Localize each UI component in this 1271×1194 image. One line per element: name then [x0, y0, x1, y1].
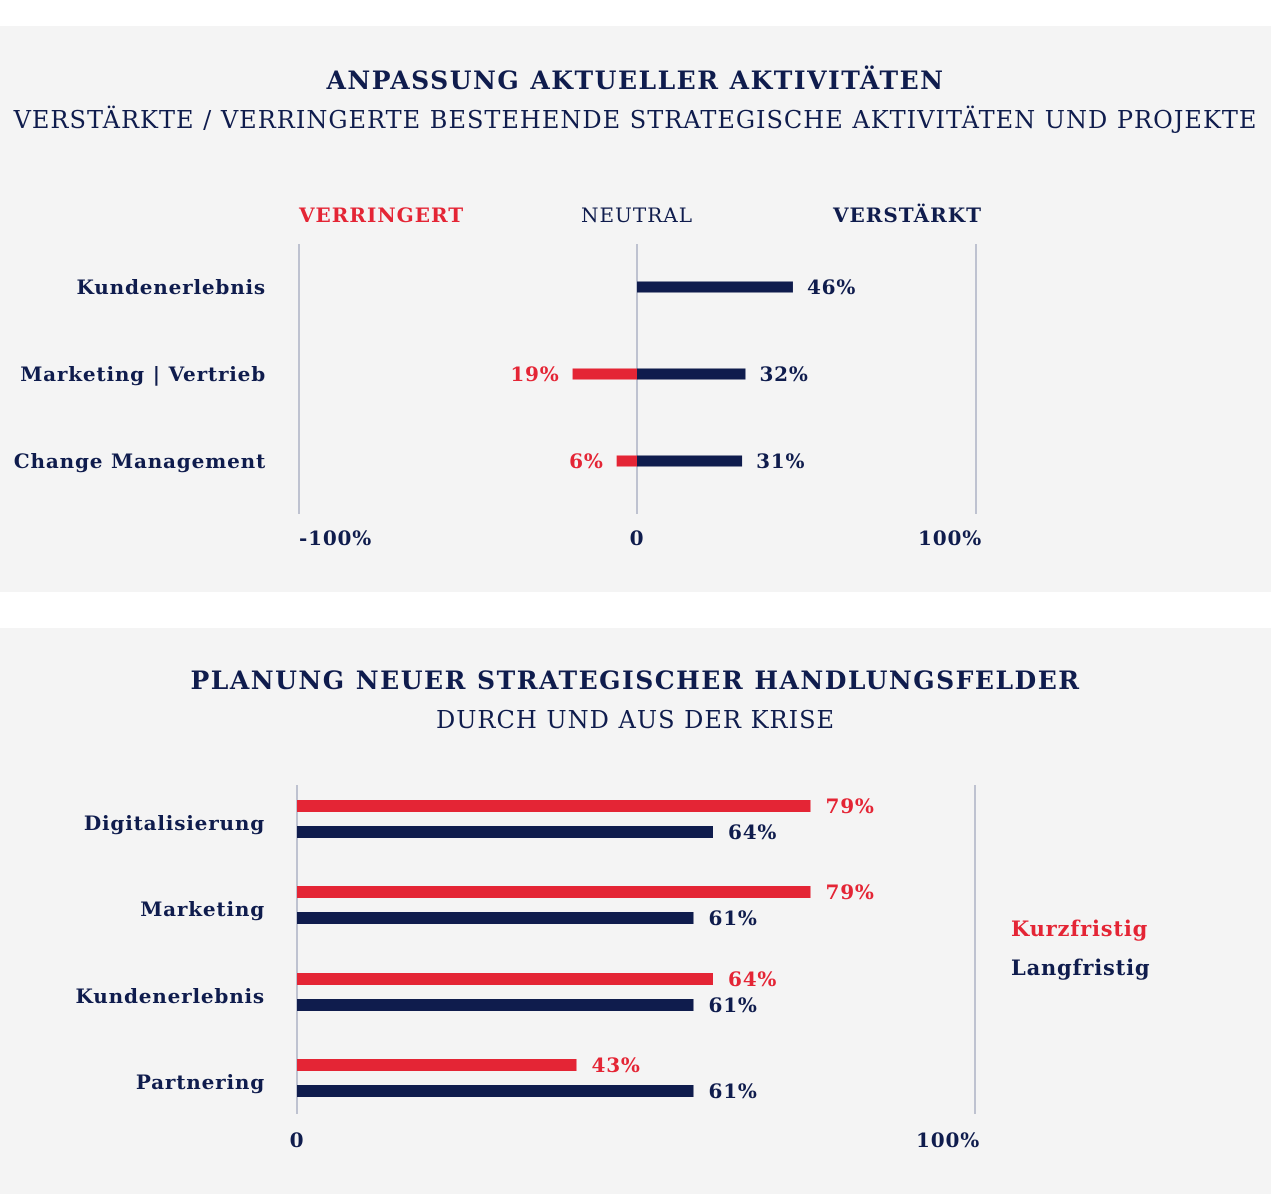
bar-decreased [616, 455, 637, 467]
chart-title: PLANUNG NEUER STRATEGISCHER HANDLUNGSFEL… [190, 666, 1081, 695]
data-label: 64% [728, 820, 777, 844]
data-label: 61% [709, 993, 758, 1017]
category-label: Kundenerlebnis [76, 984, 265, 1008]
bar-short-term [297, 800, 811, 812]
data-label-increased: 32% [759, 362, 808, 386]
bar-long-term [297, 912, 694, 924]
category-label: Change Management [14, 449, 266, 473]
chart-panel-planning: PLANUNG NEUER STRATEGISCHER HANDLUNGSFEL… [0, 628, 1271, 1194]
bar-increased [637, 368, 746, 380]
bar-decreased [572, 368, 637, 380]
data-label-decreased: 19% [510, 362, 559, 386]
chart-panel-adjustment: ANPASSUNG AKTUELLER AKTIVITÄTEN VERSTÄRK… [0, 26, 1271, 592]
tick-label: 0 [290, 1128, 305, 1152]
data-label: 64% [728, 967, 777, 991]
category-label: Marketing [140, 897, 265, 921]
bar-short-term [297, 973, 713, 985]
tick-label: 100% [918, 526, 982, 550]
category-label: Digitalisierung [84, 811, 265, 835]
diverging-bar-chart: VERRINGERT NEUTRAL VERSTÄRKT Kundenerlebnis… [14, 203, 982, 550]
grouped-bar-chart: Digitalisierung 79% 64% Marketing 79% 61% Kund… [76, 785, 1150, 1152]
data-label: 61% [709, 1079, 758, 1103]
bar-short-term [297, 886, 811, 898]
category-label: Marketing | Vertrieb [20, 362, 266, 386]
data-label: 79% [826, 794, 875, 818]
bar-increased [637, 281, 793, 293]
chart-title: ANPASSUNG AKTUELLER AKTIVITÄTEN [326, 66, 945, 95]
header-label-increased: VERSTÄRKT [832, 203, 982, 227]
bar-long-term [297, 1085, 694, 1097]
data-label: 79% [826, 880, 875, 904]
data-label: 43% [592, 1053, 641, 1077]
data-label-increased: 31% [756, 449, 805, 473]
data-label: 61% [709, 906, 758, 930]
bar-increased [637, 455, 743, 467]
chart-subtitle: VERSTÄRKTE / VERRINGERTE BESTEHENDE STRA… [13, 106, 1258, 134]
tick-label: 0 [630, 526, 645, 550]
category-label: Kundenerlebnis [77, 275, 266, 299]
bar-long-term [297, 999, 694, 1011]
tick-label: 100% [916, 1128, 980, 1152]
data-label-decreased: 6% [569, 449, 604, 473]
header-label-neutral: NEUTRAL [581, 203, 693, 227]
bar-short-term [297, 1059, 577, 1071]
legend-item-long-term: Langfristig [1011, 955, 1150, 980]
bar-long-term [297, 826, 713, 838]
legend-item-short-term: Kurzfristig [1011, 916, 1148, 941]
chart-subtitle: DURCH UND AUS DER KRISE [435, 706, 836, 734]
data-label-increased: 46% [807, 275, 856, 299]
tick-label: -100% [299, 526, 372, 550]
header-label-decreased: VERRINGERT [298, 203, 464, 227]
category-label: Partnering [136, 1070, 265, 1094]
